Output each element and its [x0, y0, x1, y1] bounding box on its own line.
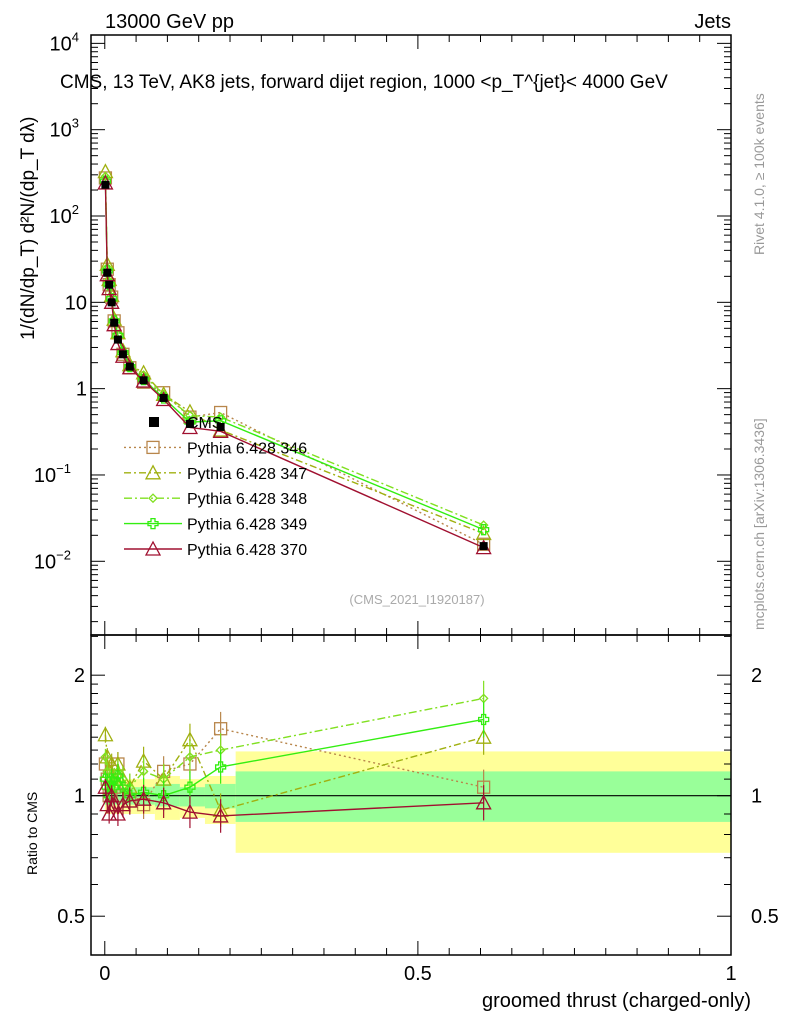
y-tick-label: 10−2	[34, 547, 71, 573]
y-tick-label: 10−1	[34, 461, 71, 487]
side-label-mcplots: mcplots.cern.ch [arXiv:1306.3436]	[751, 418, 767, 630]
ratio-tick-label: 1	[74, 786, 85, 808]
analysis-id: (CMS_2021_I1920187)	[349, 592, 484, 607]
legend: CMS Pythia 6.428 346 Pythia 6.428 347 Pythi…	[124, 415, 307, 559]
ratio-point	[112, 770, 124, 782]
ratio-point	[109, 805, 127, 821]
y-tick-label: 103	[50, 116, 79, 142]
ratio-point	[184, 781, 196, 793]
y-tick-label: 104	[50, 29, 79, 55]
cms-data-point	[101, 180, 110, 189]
cms-data-point	[216, 422, 225, 431]
cms-data-point	[105, 280, 114, 289]
ratio-tick-label: 2	[74, 665, 85, 687]
series-layer	[97, 163, 492, 833]
cms-data-point	[159, 393, 168, 402]
cms-data-point	[113, 335, 122, 344]
header-right: Jets	[694, 11, 731, 33]
legend-marker	[144, 464, 162, 480]
legend-label-cms: CMS	[187, 415, 223, 432]
ratio-point	[108, 781, 120, 793]
ratio-point	[138, 766, 149, 777]
legend-label: Pythia 6.428 349	[187, 517, 307, 534]
ratio-point	[117, 781, 129, 793]
x-tick-label: 0	[99, 963, 110, 985]
data-point	[181, 403, 199, 419]
ratio-point	[214, 761, 227, 773]
ratio-point	[185, 751, 195, 762]
ratio-frame	[90, 634, 732, 956]
y-tick-label: 102	[50, 202, 79, 228]
series-line-0	[104, 177, 484, 545]
x-tick-label: 0.5	[404, 963, 432, 985]
ratio-point	[97, 778, 114, 794]
ratio-point	[135, 790, 152, 806]
ratio-point	[181, 803, 199, 819]
cms-data-point	[107, 298, 116, 307]
ratio-point	[475, 794, 492, 810]
ratio-point	[475, 728, 492, 744]
ratio-point	[100, 751, 111, 762]
data-point	[477, 524, 490, 536]
ratio-tick-label-right: 1	[751, 786, 762, 808]
ratio-point	[212, 807, 229, 823]
legend-marker	[146, 440, 160, 455]
ratio-point	[97, 726, 114, 742]
chart-title: CMS, 13 TeV, AK8 jets, forward dijet reg…	[60, 72, 668, 93]
x-tick-label: 1	[725, 963, 736, 985]
y-tick-label: 10	[65, 292, 87, 314]
legend-label: Pythia 6.428 348	[187, 491, 307, 508]
ratio-tick-label: 0.5	[57, 906, 85, 928]
y-axis-label: 1/(dN/dp_T) d²N/(dp_T dλ)	[18, 116, 39, 340]
ratio-point	[121, 792, 138, 808]
ratio-point	[477, 713, 490, 726]
uncertainty-bands	[91, 751, 731, 853]
cms-data-point	[479, 542, 488, 551]
legend-label: Pythia 6.428 346	[187, 440, 307, 457]
ratio-tick-label-right: 0.5	[751, 906, 779, 928]
ratio-tick-label-right: 2	[751, 665, 762, 687]
y-tick-label: 1	[76, 379, 87, 401]
ratio-point	[155, 794, 172, 810]
legend-marker-cms	[149, 417, 159, 427]
legend-label: Pythia 6.428 347	[187, 466, 307, 483]
band-stat-uncertainty	[179, 787, 205, 807]
ratio-point	[101, 805, 118, 821]
cms-data-point	[185, 419, 194, 428]
ratio-point	[114, 796, 132, 812]
header-left: 13000 GeV pp	[105, 11, 234, 33]
legend-marker	[147, 517, 159, 530]
cms-data-point	[103, 268, 112, 277]
legend-label: Pythia 6.428 370	[187, 542, 307, 559]
side-label-rivet: Rivet 4.1.0, ≥ 100k events	[751, 93, 767, 255]
ratio-y-axis-label: Ratio to CMS	[24, 792, 40, 875]
cms-data-point	[125, 362, 134, 371]
legend-marker	[144, 540, 162, 556]
legend-marker	[148, 493, 158, 504]
data-point	[136, 375, 151, 389]
x-axis-label: groomed thrust (charged-only)	[482, 990, 751, 1012]
cms-data-point	[110, 318, 119, 327]
cms-data-point	[139, 376, 148, 385]
cms-data-point	[118, 350, 127, 359]
data-point	[213, 405, 228, 420]
data-point	[100, 171, 111, 182]
